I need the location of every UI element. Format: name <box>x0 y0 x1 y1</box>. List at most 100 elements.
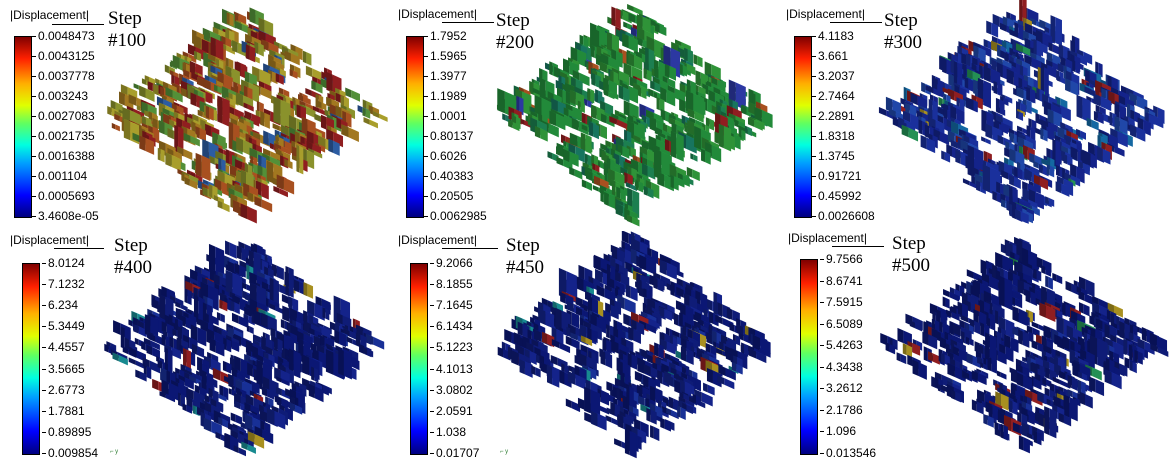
colorbar <box>794 36 812 218</box>
building <box>372 111 388 122</box>
building <box>288 296 299 311</box>
building <box>551 338 571 354</box>
tick-label: 0.20505 <box>423 189 474 203</box>
building <box>217 200 230 213</box>
building <box>308 383 324 403</box>
legend-title: |Displacement| <box>10 8 89 22</box>
building <box>284 158 293 170</box>
building <box>297 94 311 105</box>
building <box>587 327 598 344</box>
building <box>1016 110 1024 121</box>
building <box>628 52 643 71</box>
building <box>311 80 323 94</box>
tick-label: 1.038 <box>429 424 467 439</box>
building <box>645 47 655 78</box>
building <box>627 3 643 16</box>
building <box>345 87 360 102</box>
building <box>1055 181 1070 197</box>
building <box>662 76 676 89</box>
building <box>1004 334 1019 353</box>
building <box>155 78 166 88</box>
building <box>1040 65 1049 97</box>
panel-step-200: |Displacement| 1.7952 1.5965 1.3977 1.1989 1… <box>392 0 782 230</box>
building <box>244 70 257 88</box>
building <box>135 369 147 382</box>
building <box>143 337 160 351</box>
building <box>646 407 657 425</box>
tick-label: 5.3449 <box>42 319 85 334</box>
building <box>195 126 206 142</box>
building <box>660 338 676 355</box>
building <box>885 342 896 355</box>
building <box>692 393 701 406</box>
building <box>748 348 767 364</box>
building <box>273 96 291 130</box>
legend-title: |Displacement| <box>788 231 867 245</box>
building <box>241 441 256 454</box>
building <box>1067 374 1078 391</box>
building <box>289 69 298 79</box>
building <box>208 243 225 281</box>
building <box>258 80 272 93</box>
building <box>706 367 722 388</box>
building <box>731 361 743 375</box>
building <box>341 124 359 142</box>
building <box>1062 302 1071 318</box>
tick-label: 0.0005693 <box>32 189 95 203</box>
building <box>569 166 583 180</box>
legend-title-underline <box>832 246 884 247</box>
building <box>159 391 176 403</box>
building <box>578 264 593 285</box>
step-label: Step #400 <box>114 235 152 278</box>
building <box>1018 435 1030 454</box>
building <box>244 402 260 416</box>
tick-label: 1.3745 <box>812 149 855 163</box>
building <box>986 20 999 38</box>
building <box>246 325 254 335</box>
building <box>222 360 232 374</box>
building <box>531 365 541 378</box>
building <box>165 152 181 172</box>
building <box>1129 360 1137 374</box>
building <box>274 337 283 353</box>
tick-label: 1.7881 <box>42 403 85 418</box>
building <box>943 289 960 302</box>
building <box>1044 406 1057 439</box>
building <box>1063 153 1073 167</box>
building <box>218 416 229 428</box>
building <box>1093 110 1104 124</box>
building <box>128 357 147 370</box>
building <box>951 389 962 403</box>
building <box>896 352 907 365</box>
building <box>363 117 378 129</box>
tick-label: 6.1434 <box>430 319 473 334</box>
building <box>581 179 593 191</box>
building <box>741 342 749 357</box>
tick-label: 5.4263 <box>820 338 863 353</box>
building <box>703 382 715 396</box>
building <box>1016 372 1033 391</box>
building <box>363 347 374 358</box>
building <box>981 136 991 145</box>
building <box>947 362 966 382</box>
tick-label: 3.2612 <box>820 381 863 396</box>
building <box>982 164 1001 198</box>
building <box>941 150 951 163</box>
building <box>610 70 619 86</box>
building <box>184 288 192 306</box>
building <box>950 105 965 125</box>
building <box>175 301 188 312</box>
building <box>983 65 1001 87</box>
tick-label: 0.009854 <box>41 446 99 460</box>
building <box>567 371 586 390</box>
building <box>230 300 240 315</box>
building <box>318 100 327 111</box>
tick-label: 0.0048473 <box>32 29 95 43</box>
building <box>589 121 599 140</box>
building <box>596 285 616 303</box>
tick-label: 0.0037778 <box>32 69 95 83</box>
building <box>1130 124 1146 142</box>
building <box>243 102 254 112</box>
building <box>971 370 987 386</box>
building <box>190 324 207 347</box>
